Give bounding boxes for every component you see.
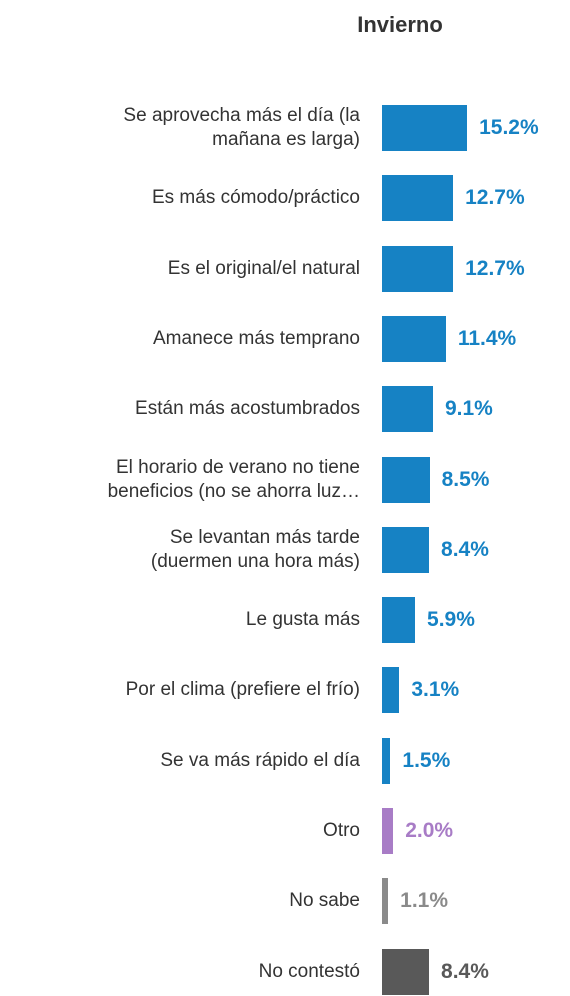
value-label: 12.7% <box>465 186 525 210</box>
category-label: Es más cómodo/práctico <box>151 187 360 209</box>
bar <box>382 808 394 854</box>
value-label: 5.9% <box>427 608 475 632</box>
bar <box>382 315 446 362</box>
bar <box>382 948 430 995</box>
value-label: 8.4% <box>441 959 489 983</box>
category-label: Amanece más temprano <box>153 327 360 349</box>
category-label: No contestó <box>258 960 360 982</box>
value-label: 2.0% <box>405 819 454 842</box>
bar <box>382 667 400 714</box>
bar <box>382 386 433 433</box>
bar <box>382 597 416 644</box>
bar <box>382 105 468 151</box>
value-label: 3.1% <box>411 678 460 702</box>
category-label: Por el clima (prefiere el frío) <box>125 679 360 701</box>
value-label: 8.5% <box>441 467 490 491</box>
bar <box>382 456 430 503</box>
value-label: 8.4% <box>441 537 489 561</box>
bar <box>382 878 389 925</box>
value-label: 12.7% <box>465 256 525 280</box>
chart-title: Invierno <box>357 12 443 37</box>
bar <box>382 245 454 292</box>
bar <box>382 526 430 573</box>
category-label: No sabe <box>289 890 360 912</box>
category-label: Se levantan más tarde (duermen una hora … <box>150 526 360 572</box>
value-label: 1.5% <box>402 748 451 772</box>
bar <box>382 175 454 222</box>
category-label: Se aprovecha más el día (la mañana es la… <box>123 105 360 150</box>
value-label: 15.2% <box>479 116 539 139</box>
category-label: Le gusta más <box>245 609 360 631</box>
category-label: Se va más rápido el día <box>160 749 360 771</box>
value-label: 9.1% <box>444 397 493 421</box>
category-label: Es el original/el natural <box>167 257 360 279</box>
category-label: Están más acostumbrados <box>135 398 360 420</box>
category-label: El horario de verano no tiene beneficios… <box>107 456 360 502</box>
value-label: 1.1% <box>400 889 449 913</box>
category-label: Otro <box>323 820 360 841</box>
bar <box>382 737 391 784</box>
value-label: 11.4% <box>457 326 517 350</box>
